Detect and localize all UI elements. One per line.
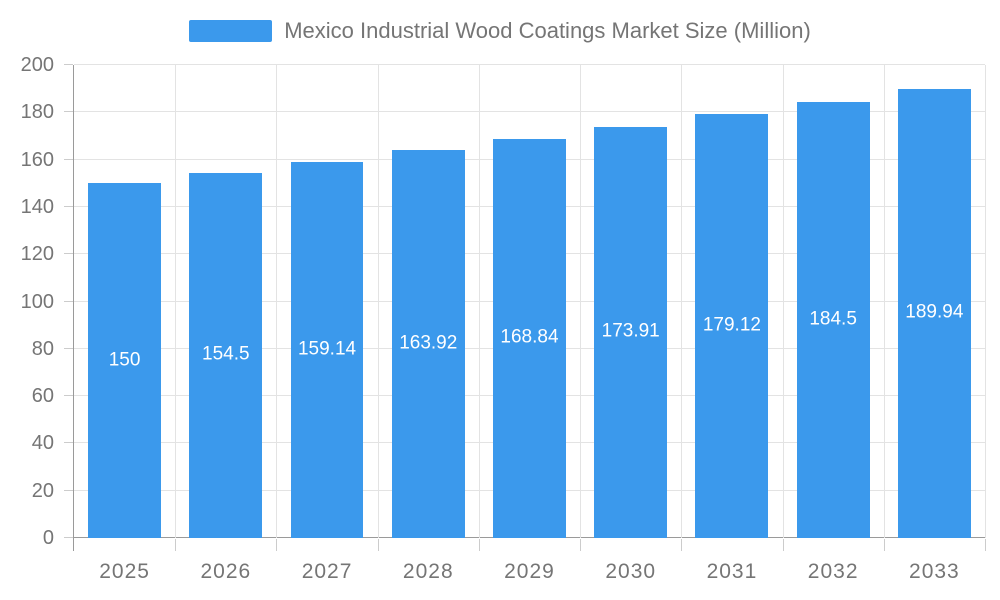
bar-value-label: 154.5 bbox=[202, 343, 250, 365]
horizontal-gridline bbox=[74, 111, 985, 113]
vertical-gridline bbox=[782, 65, 784, 538]
bar-value-label: 184.5 bbox=[809, 308, 857, 330]
vertical-gridline bbox=[883, 65, 885, 538]
y-axis-tick bbox=[64, 347, 73, 349]
vertical-gridline bbox=[276, 65, 278, 538]
x-axis-tick bbox=[580, 539, 582, 551]
bar[interactable]: 168.84 bbox=[493, 138, 566, 538]
y-axis-tick bbox=[64, 300, 73, 302]
bar-value-label: 179.12 bbox=[702, 314, 761, 336]
bar-value-label: 173.91 bbox=[601, 320, 660, 342]
bar[interactable]: 154.5 bbox=[189, 172, 263, 538]
y-axis-line bbox=[73, 65, 74, 551]
x-axis-tick bbox=[782, 539, 784, 551]
x-axis-tick bbox=[681, 539, 683, 551]
vertical-gridline bbox=[580, 65, 582, 538]
legend-swatch bbox=[189, 20, 273, 43]
x-axis-category-label: 2027 bbox=[301, 560, 353, 583]
bar[interactable]: 184.5 bbox=[796, 101, 870, 538]
category-cell: 173.91 2030 bbox=[580, 65, 681, 583]
x-axis-category-label: 2028 bbox=[402, 560, 454, 583]
y-axis-tick bbox=[64, 111, 73, 113]
bar-value-label: 189.94 bbox=[905, 301, 964, 323]
x-axis-category-label: 2032 bbox=[807, 560, 859, 583]
vertical-gridline bbox=[175, 65, 177, 538]
horizontal-gridline bbox=[74, 64, 985, 65]
category-cell: 163.92 2028 bbox=[378, 65, 479, 583]
x-axis-category-label: 2030 bbox=[605, 560, 657, 583]
y-axis-tick-label: 100 bbox=[20, 290, 54, 313]
x-axis-category-label: 2026 bbox=[200, 560, 252, 583]
bar-value-label: 159.14 bbox=[297, 338, 357, 360]
y-axis-tick bbox=[64, 158, 73, 160]
bar[interactable]: 179.12 bbox=[695, 114, 769, 538]
bar[interactable]: 173.91 bbox=[594, 126, 668, 538]
category-cell: 179.12 2031 bbox=[681, 65, 782, 583]
bar[interactable]: 163.92 bbox=[391, 150, 465, 538]
bar-value-label: 168.84 bbox=[500, 326, 559, 348]
x-axis-tick bbox=[478, 539, 480, 551]
vertical-gridline bbox=[377, 65, 379, 538]
y-axis-tick bbox=[64, 64, 73, 65]
x-axis-category-label: 2033 bbox=[909, 560, 960, 583]
y-axis-tick-label: 60 bbox=[31, 385, 54, 408]
bar-value-label: 163.92 bbox=[399, 332, 458, 354]
x-axis-category-label: 2025 bbox=[99, 560, 150, 583]
y-axis-tick bbox=[64, 489, 73, 491]
y-axis-tick bbox=[64, 253, 73, 255]
x-axis-tick bbox=[276, 539, 278, 551]
y-axis-tick bbox=[64, 537, 73, 538]
x-axis-tick bbox=[985, 539, 986, 551]
category-cell: 168.84 2029 bbox=[479, 65, 580, 583]
y-axis-tick-label: 200 bbox=[20, 54, 54, 76]
y-axis-tick-label: 20 bbox=[31, 479, 54, 502]
y-axis-tick-label: 120 bbox=[20, 243, 54, 266]
category-cell: 150 2025 bbox=[74, 65, 175, 583]
legend-label: Mexico Industrial Wood Coatings Market S… bbox=[284, 18, 811, 43]
y-axis-tick-label: 140 bbox=[20, 195, 54, 218]
y-axis-tick-label: 80 bbox=[31, 337, 54, 360]
vertical-gridline bbox=[985, 65, 986, 538]
y-axis-tick-label: 40 bbox=[31, 432, 54, 455]
x-axis-category-label: 2029 bbox=[504, 560, 555, 583]
category-cell: 154.5 2026 bbox=[175, 65, 276, 583]
bar[interactable]: 150 bbox=[88, 183, 162, 538]
vertical-gridline bbox=[478, 65, 480, 538]
plot-area: 0 20 40 60 80 100 120 140 160 180 200 150 2025 154.5 2… bbox=[21, 55, 986, 583]
bar[interactable]: 189.94 bbox=[897, 88, 971, 538]
y-axis-tick-label: 0 bbox=[42, 527, 54, 549]
x-axis-tick bbox=[883, 539, 885, 551]
vertical-gridline bbox=[681, 65, 683, 538]
category-cell: 159.14 2027 bbox=[276, 65, 377, 583]
y-axis-tick-label: 180 bbox=[20, 101, 54, 124]
legend[interactable]: Mexico Industrial Wood Coatings Market S… bbox=[0, 18, 1000, 44]
x-axis-tick bbox=[377, 539, 379, 551]
bar[interactable]: 159.14 bbox=[290, 161, 364, 538]
x-axis-category-label: 2031 bbox=[706, 560, 758, 583]
category-cell: 184.5 2032 bbox=[783, 65, 884, 583]
y-axis-tick bbox=[64, 395, 73, 397]
y-axis-tick bbox=[64, 205, 73, 207]
x-axis-tick bbox=[175, 539, 177, 551]
bar-value-label: 150 bbox=[108, 349, 141, 371]
category-cell: 189.94 2033 bbox=[884, 65, 985, 583]
y-axis-tick-label: 160 bbox=[20, 148, 54, 171]
y-axis-tick bbox=[64, 442, 73, 444]
